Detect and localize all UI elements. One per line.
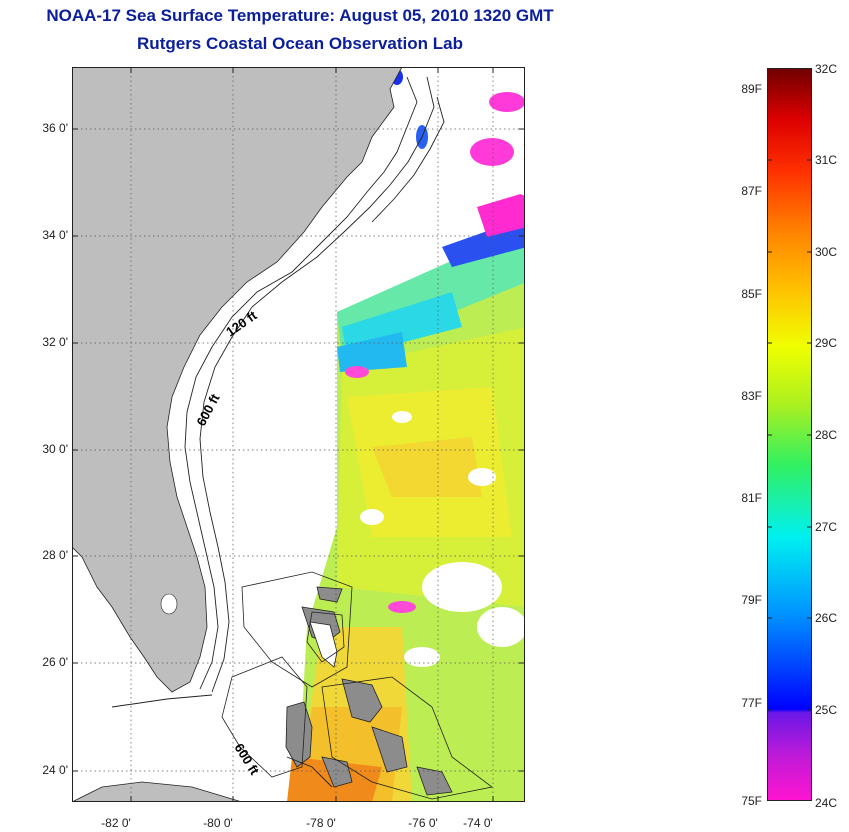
lat-tick-label: 36 0' xyxy=(42,121,68,135)
colorbar-label-f: 85F xyxy=(741,287,762,301)
colorbar-label-f: 89F xyxy=(741,82,762,96)
colorbar-label-f: 79F xyxy=(741,593,762,607)
lat-tick-label: 24 0' xyxy=(42,763,68,777)
map-frame xyxy=(72,67,525,802)
colorbar-label-f: 83F xyxy=(741,389,762,403)
landmass-cuba xyxy=(72,781,243,802)
colorbar-label-c: 31C xyxy=(815,153,838,167)
lat-tick-label: 32 0' xyxy=(42,335,68,349)
map-subtitle: Rutgers Coastal Ocean Observation Lab xyxy=(137,34,463,53)
landmass-us-southeast xyxy=(72,67,403,693)
bahamas-islands xyxy=(285,586,453,796)
colorbar-label-f: 75F xyxy=(741,794,762,808)
lat-tick-label: 28 0' xyxy=(42,548,68,562)
lake-okeechobee xyxy=(160,593,178,615)
bahamas-bank-contours xyxy=(221,571,493,800)
colorbar-label-c: 29C xyxy=(815,336,838,350)
colorbar-label-c: 30C xyxy=(815,245,838,259)
colorbar-label-f: 77F xyxy=(741,696,762,710)
frame-ticks xyxy=(72,67,525,802)
colorbar-label-c: 27C xyxy=(815,520,838,534)
colorbar-label-c: 24C xyxy=(815,796,838,810)
sst-map: 120 ft 600 ft 600 ft xyxy=(72,67,525,802)
isobath-contours xyxy=(184,76,445,788)
florida-keys xyxy=(111,694,213,708)
temperature-colorbar xyxy=(767,68,812,801)
map-title: NOAA-17 Sea Surface Temperature: August … xyxy=(46,6,554,25)
lon-tick-label: -80 0' xyxy=(203,816,233,830)
lat-tick-label: 30 0' xyxy=(42,442,68,456)
lon-tick-label: -78 0' xyxy=(306,816,336,830)
lon-tick-label: -74 0' xyxy=(463,816,493,830)
colorbar-label-c: 28C xyxy=(815,428,838,442)
lat-tick-label: 34 0' xyxy=(42,228,68,242)
colorbar-label-f: 81F xyxy=(741,491,762,505)
colorbar-label-c: 32C xyxy=(815,62,838,76)
graticule xyxy=(72,67,525,802)
lon-tick-label: -76 0' xyxy=(408,816,438,830)
colorbar-label-c: 25C xyxy=(815,703,838,717)
colorbar-label-f: 87F xyxy=(741,184,762,198)
lon-tick-label: -82 0' xyxy=(101,816,131,830)
lat-tick-label: 26 0' xyxy=(42,655,68,669)
colorbar-label-c: 26C xyxy=(815,611,838,625)
